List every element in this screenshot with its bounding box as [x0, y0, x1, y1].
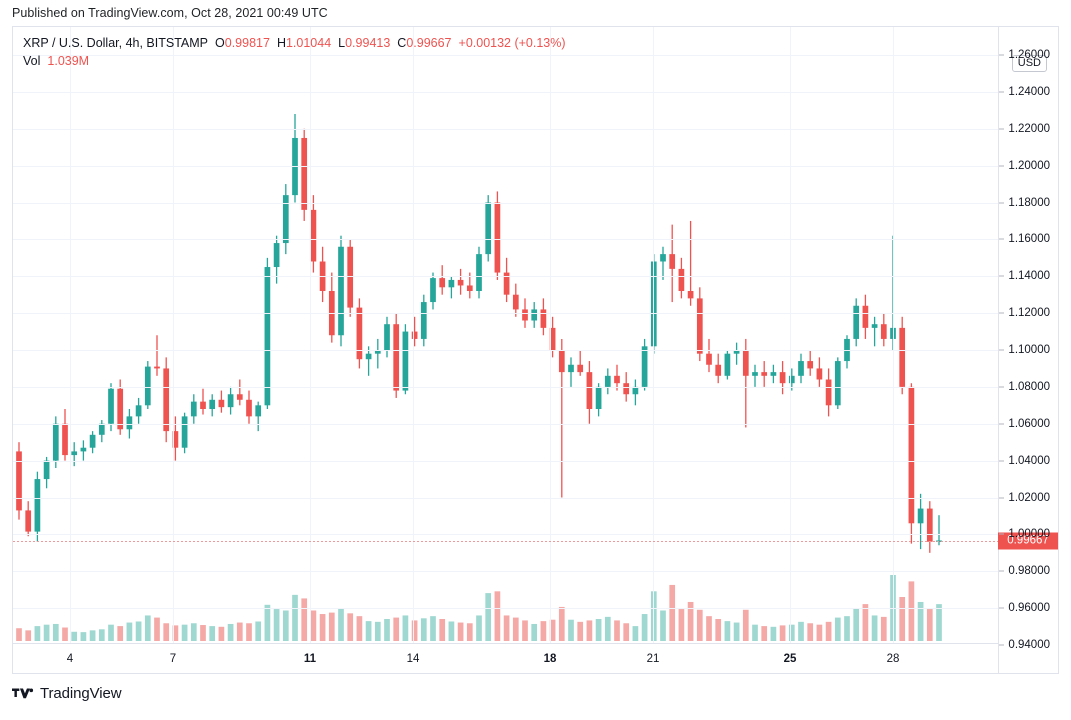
price-axis-tick-mark [999, 644, 1004, 646]
gridline [13, 423, 999, 425]
gridline [13, 313, 999, 315]
price-axis-tick-mark [999, 128, 1004, 130]
chart-pane[interactable] [13, 27, 999, 673]
legend-open-value: 0.99817 [224, 36, 270, 50]
price-axis-tick-mark [999, 533, 1004, 535]
gridline [13, 276, 999, 278]
price-axis-tick-mark [999, 497, 1004, 498]
gridline [70, 27, 71, 643]
gridline [13, 608, 999, 610]
price-axis-tick: 0.94000 [1008, 639, 1050, 651]
price-axis-tick-mark [999, 275, 1004, 277]
price-axis-tick: 1.00000 [1008, 528, 1050, 541]
price-axis-tick-mark [999, 91, 1004, 93]
legend-volume-value: 1.039M [47, 54, 90, 68]
gridline [550, 27, 551, 643]
gridline [310, 27, 311, 643]
price-axis-tick-mark [999, 312, 1004, 314]
legend-close-value: 0.99667 [406, 36, 452, 50]
gridline [13, 497, 999, 499]
legend-open-label: O [215, 36, 225, 50]
price-axis-tick: 1.18000 [1008, 196, 1050, 209]
time-axis-tick: 4 [66, 653, 74, 665]
legend-change: +0.00132 (+0.13%) [458, 36, 566, 50]
footer-branding: TradingView [12, 685, 122, 702]
time-axis-tick: 21 [646, 653, 660, 665]
price-axis-tick: 1.12000 [1008, 307, 1050, 320]
legend-low-value: 0.99413 [345, 36, 391, 50]
price-axis-tick: 1.20000 [1008, 159, 1050, 172]
gridline [893, 27, 894, 643]
price-axis-tick: 1.08000 [1008, 380, 1050, 393]
price-axis-tick-mark [999, 238, 1004, 240]
last-price-line [13, 540, 999, 542]
last-price-badge: 0.99667 [998, 532, 1058, 549]
gridline [13, 128, 999, 130]
price-axis-tick-mark [999, 386, 1004, 388]
legend-low-label: L [338, 36, 346, 50]
price-axis-tick: 1.06000 [1008, 417, 1050, 430]
price-axis-tick: 1.02000 [1008, 491, 1050, 504]
gridline [13, 571, 999, 573]
price-axis-tick-mark [999, 54, 1004, 56]
legend-volume-label: Vol [23, 54, 41, 68]
price-axis-tick-mark [999, 165, 1004, 167]
time-axis[interactable]: 4 7 11 14 18 21 25 28 [13, 643, 999, 673]
time-axis-tick: 18 [543, 653, 557, 665]
price-axis-tick: 1.16000 [1008, 233, 1050, 246]
gridline [413, 27, 414, 643]
gridline [13, 202, 999, 204]
gridline [13, 350, 999, 351]
gridline [13, 55, 999, 56]
published-caption: Published on TradingView.com, Oct 28, 20… [12, 6, 328, 20]
tradingview-wordmark: TradingView [40, 685, 122, 702]
time-axis-tick: 14 [406, 653, 420, 665]
gridline [13, 534, 999, 536]
currency-badge: USD [1011, 55, 1047, 72]
gridline [13, 239, 999, 241]
gridline [13, 91, 999, 93]
time-axis-tick: 28 [886, 653, 900, 665]
gridline [173, 27, 174, 643]
gridline [13, 386, 999, 388]
price-axis-tick-mark [999, 202, 1004, 203]
legend-symbol[interactable]: XRP / U.S. Dollar, 4h, BITSTAMP [23, 36, 209, 50]
gridline [13, 460, 999, 462]
price-axis-tick: 1.26000 [1008, 49, 1050, 61]
price-axis-tick: 1.04000 [1008, 454, 1050, 467]
price-axis-tick-mark [999, 570, 1004, 572]
gridline [13, 165, 999, 167]
price-axis[interactable]: USD 0.99667 1.26000 1.24000 1.22000 1.20000… [998, 27, 1058, 673]
gridline [790, 27, 791, 643]
legend-high-value: 1.01044 [285, 36, 332, 50]
candlestick-plot [16, 114, 942, 641]
time-axis-tick: 11 [303, 653, 317, 665]
price-axis-tick: 1.10000 [1008, 344, 1050, 356]
legend-close-label: C [397, 36, 407, 50]
gridline [653, 27, 654, 643]
chart-frame: XRP / U.S. Dollar, 4h, BITSTAMP O0.99817 H… [12, 26, 1059, 674]
price-axis-tick: 1.14000 [1008, 270, 1050, 283]
price-axis-tick-mark [999, 607, 1004, 609]
price-axis-tick-mark [999, 423, 1004, 425]
tradingview-logo-icon [12, 688, 34, 698]
time-axis-tick: 25 [783, 653, 797, 665]
price-axis-tick: 0.98000 [1008, 565, 1050, 578]
price-axis-tick-mark [999, 460, 1004, 462]
time-axis-tick: 7 [169, 653, 177, 665]
legend-high-label: H [276, 36, 286, 50]
price-axis-tick: 0.96000 [1008, 602, 1050, 615]
price-axis-tick-mark [999, 349, 1004, 351]
price-axis-tick: 1.22000 [1008, 122, 1050, 135]
price-axis-tick: 1.24000 [1008, 85, 1050, 98]
chart-legend: XRP / U.S. Dollar, 4h, BITSTAMP O0.99817 H… [23, 35, 566, 70]
